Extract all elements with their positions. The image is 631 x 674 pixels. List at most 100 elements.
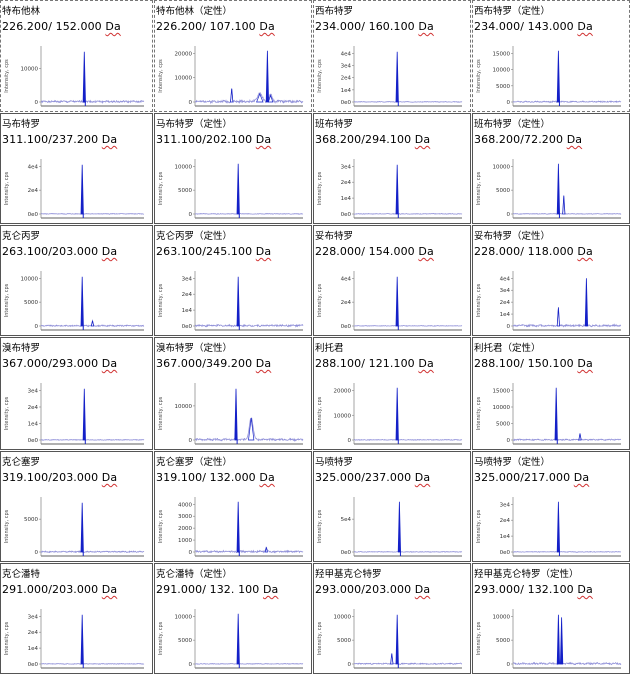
transition-value: 368.200/294.100 <box>315 133 412 146</box>
chromatogram-peak <box>556 163 561 215</box>
unit-label: Da <box>414 471 431 484</box>
y-tick-label: 0e0 <box>341 100 352 106</box>
compound-name: 妥布特罗 <box>315 231 354 242</box>
compound-name: 西布特罗 <box>315 6 354 17</box>
compound-name: 马布特罗（定性） <box>156 119 233 130</box>
baseline-trace <box>40 319 145 328</box>
chromatogram-plot: Intensity, cps 0 5000 10000 <box>158 159 304 219</box>
transition-label: 368.200/294.100 Da <box>315 133 430 146</box>
transition-label: 263.100/203.000 Da <box>2 245 117 258</box>
transition-label: 228.000/ 154.000 Da <box>315 245 434 258</box>
y-tick-label: 0 <box>189 100 193 106</box>
y-axis-label: Intensity, cps <box>4 283 10 317</box>
chromatogram-panel: 西布特罗 234.000/ 160.100 Da Intensity, cps 0e0… <box>313 0 471 112</box>
y-axis-label: Intensity, cps <box>158 283 164 317</box>
chromatogram-peak <box>236 501 240 553</box>
transition-value: 226.200/ 107.100 <box>156 20 256 33</box>
transition-value: 319.100/ 132.000 <box>156 471 256 484</box>
y-axis-label: Intensity, cps <box>158 509 164 543</box>
chromatogram-peak <box>397 501 402 553</box>
transition-label: 293.000/203.000 Da <box>315 583 430 596</box>
y-tick-label: 2e4 <box>341 180 352 186</box>
transition-value: 367.000/349.200 <box>156 357 253 370</box>
y-axis-label: Intensity, cps <box>158 171 164 205</box>
y-tick-label: 2e4 <box>28 405 39 411</box>
baseline-trace <box>194 662 304 665</box>
y-tick-label: 10000 <box>175 164 193 170</box>
transition-value: 311.100/202.100 <box>156 133 253 146</box>
y-axis-label: Intensity, cps <box>317 509 323 543</box>
chromatogram-peak <box>559 617 564 665</box>
y-tick-label: 2000 <box>178 526 192 532</box>
unit-label: Da <box>414 583 431 596</box>
unit-label: Da <box>255 357 272 370</box>
y-tick-label: 0e0 <box>341 324 352 330</box>
transition-label: 325.000/217.000 Da <box>474 471 589 484</box>
y-tick-label: 15000 <box>493 389 511 395</box>
transition-label: 367.000/349.200 Da <box>156 357 271 370</box>
transition-label: 291.000/203.000 Da <box>2 583 117 596</box>
y-tick-label: 1e4 <box>500 534 511 540</box>
chromatogram-plot: Intensity, cps 0e0 1e4 2e4 3e4 4e4 <box>317 46 463 107</box>
transition-label: 234.000/ 160.100 Da <box>315 20 434 33</box>
chromatogram-peak <box>234 388 238 441</box>
y-tick-label: 5000 <box>337 638 351 644</box>
baseline-trace <box>194 212 304 215</box>
y-tick-label: 10000 <box>493 405 511 411</box>
chromatogram-peak <box>236 276 240 327</box>
chromatogram-peak <box>390 653 394 665</box>
chromatogram-plot: Intensity, cps 0e0 5e4 <box>317 497 463 557</box>
y-tick-label: 0 <box>507 438 511 444</box>
compound-name: 溴布特罗 <box>2 343 41 354</box>
unit-label: Da <box>101 245 118 258</box>
y-tick-label: 5000 <box>496 84 510 90</box>
y-tick-label: 10000 <box>493 164 511 170</box>
y-axis-label: Intensity, cps <box>158 621 164 655</box>
chromatogram-peak <box>82 388 86 441</box>
transition-label: 311.100/237.200 Da <box>2 133 117 146</box>
transition-value: 291.000/203.000 <box>2 583 99 596</box>
chromatogram-panel: 克仑丙罗 263.100/203.000 Da Intensity, cps 0 500… <box>0 225 153 336</box>
unit-label: Da <box>577 583 593 596</box>
chromatogram-peak <box>556 614 561 665</box>
baseline-trace <box>512 433 622 442</box>
chromatogram-peak <box>90 320 95 327</box>
y-axis-label: Intensity, cps <box>476 509 482 543</box>
chromatogram-plot: Intensity, cps 0 5000 10000 <box>476 609 622 669</box>
chromatogram-plot: Intensity, cps 0e0 2e4 4e4 <box>4 159 144 219</box>
chromatogram-panel: 妥布特罗 228.000/ 154.000 Da Intensity, cps 0e0… <box>313 225 471 336</box>
y-tick-label: 3e4 <box>28 389 39 395</box>
baseline-trace <box>194 417 304 443</box>
chromatogram-plot: Intensity, cps 0 5000 10000 <box>158 609 304 669</box>
chromatogram-plot: Intensity, cps 0 5000 <box>4 497 145 557</box>
y-tick-label: 0e0 <box>182 324 193 330</box>
y-tick-label: 0 <box>35 100 39 106</box>
transition-label: 228.000/ 118.000 Da <box>474 245 593 258</box>
chromatogram-peak <box>236 613 240 665</box>
y-tick-label: 0 <box>189 550 193 556</box>
transition-label: 291.000/ 132. 100 Da <box>156 583 278 596</box>
chromatogram-plot: Intensity, cps 0 10000 <box>4 46 145 107</box>
unit-label: Da <box>101 471 118 484</box>
baseline-trace <box>40 550 145 554</box>
transition-value: 367.000/293.000 <box>2 357 99 370</box>
chromatogram-plot: Intensity, cps 0 10000 20000 <box>317 383 463 445</box>
chromatogram-peak <box>256 92 264 103</box>
y-tick-label: 1e4 <box>28 422 39 428</box>
chromatogram-plot: Intensity, cps 0e0 1e4 2e4 3e4 <box>476 497 621 557</box>
transition-label: 263.100/245.100 Da <box>156 245 271 258</box>
y-tick-label: 4000 <box>178 502 192 508</box>
y-tick-label: 10000 <box>175 404 193 410</box>
y-tick-label: 0 <box>189 662 193 668</box>
chromatogram-plot: Intensity, cps 0e0 1e4 2e4 3e4 <box>4 383 145 445</box>
y-axis-label: Intensity, cps <box>317 171 323 205</box>
y-tick-label: 0e0 <box>28 438 39 444</box>
compound-name: 班布特罗（定性） <box>474 119 551 130</box>
y-tick-label: 5000 <box>24 300 38 306</box>
chromatogram-panel: 妥布特罗（定性） 228.000/ 118.000 Da Intensity, cp… <box>472 225 630 336</box>
unit-label: Da <box>255 245 272 258</box>
compound-name: 羟甲基克仑特罗（定性） <box>474 569 579 580</box>
y-tick-label: 3000 <box>178 514 192 520</box>
y-axis-label: Intensity, cps <box>4 171 10 205</box>
y-tick-label: 5000 <box>178 188 192 194</box>
